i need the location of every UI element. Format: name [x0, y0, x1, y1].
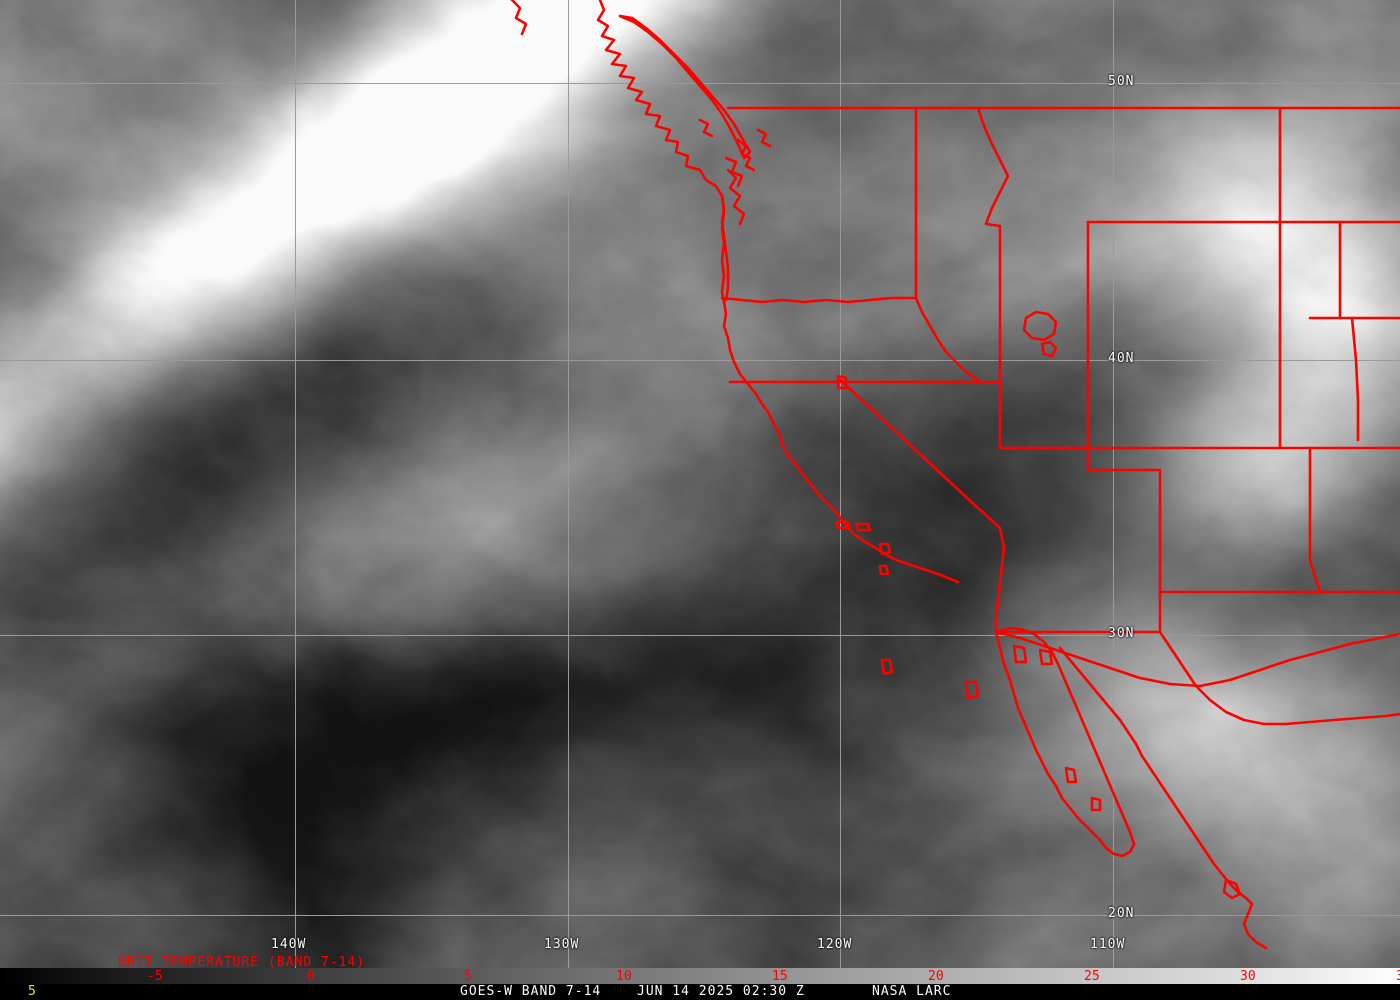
colorbar-tick-neg5: -5 [147, 969, 163, 984]
satellite-band-label: GOES-W BAND 7-14 [460, 984, 602, 999]
frame-number: 5 [28, 984, 37, 999]
colorbar-tick-20: 20 [928, 969, 944, 984]
lon-label-130w: 130W [544, 937, 580, 952]
brightness-temperature-colorbar [0, 968, 1400, 984]
lat-label-40n: 40N [1108, 351, 1135, 366]
infrared-satellite-raster [0, 0, 1400, 968]
lat-label-50n: 50N [1108, 74, 1135, 89]
status-footer: 5 GOES-W BAND 7-14 JUN 14 2025 02:30 Z N… [0, 984, 1400, 1000]
agency-label: NASA LARC [872, 984, 952, 999]
observation-timestamp: JUN 14 2025 02:30 Z [637, 984, 805, 999]
colorbar-tick-0: 0 [307, 969, 315, 984]
colorbar-tick-25: 25 [1084, 969, 1100, 984]
lon-label-120w: 120W [817, 937, 853, 952]
lat-label-20n: 20N [1108, 906, 1135, 921]
colorbar-tick-5: 5 [464, 969, 472, 984]
colorbar-caption: BRIT TEMPERATURE (BAND 7-14) [118, 955, 366, 968]
colorbar-tick-35: 35 [1396, 969, 1400, 984]
lat-label-30n: 30N [1108, 626, 1135, 641]
satellite-imagery-panel: 50N 40N 30N 20N 140W 130W 120W 110W BRIT… [0, 0, 1400, 968]
colorbar-tick-10: 10 [616, 969, 632, 984]
colorbar-tick-15: 15 [772, 969, 788, 984]
lon-label-140w: 140W [271, 937, 307, 952]
lon-label-110w: 110W [1090, 937, 1126, 952]
colorbar-tick-30: 30 [1240, 969, 1256, 984]
